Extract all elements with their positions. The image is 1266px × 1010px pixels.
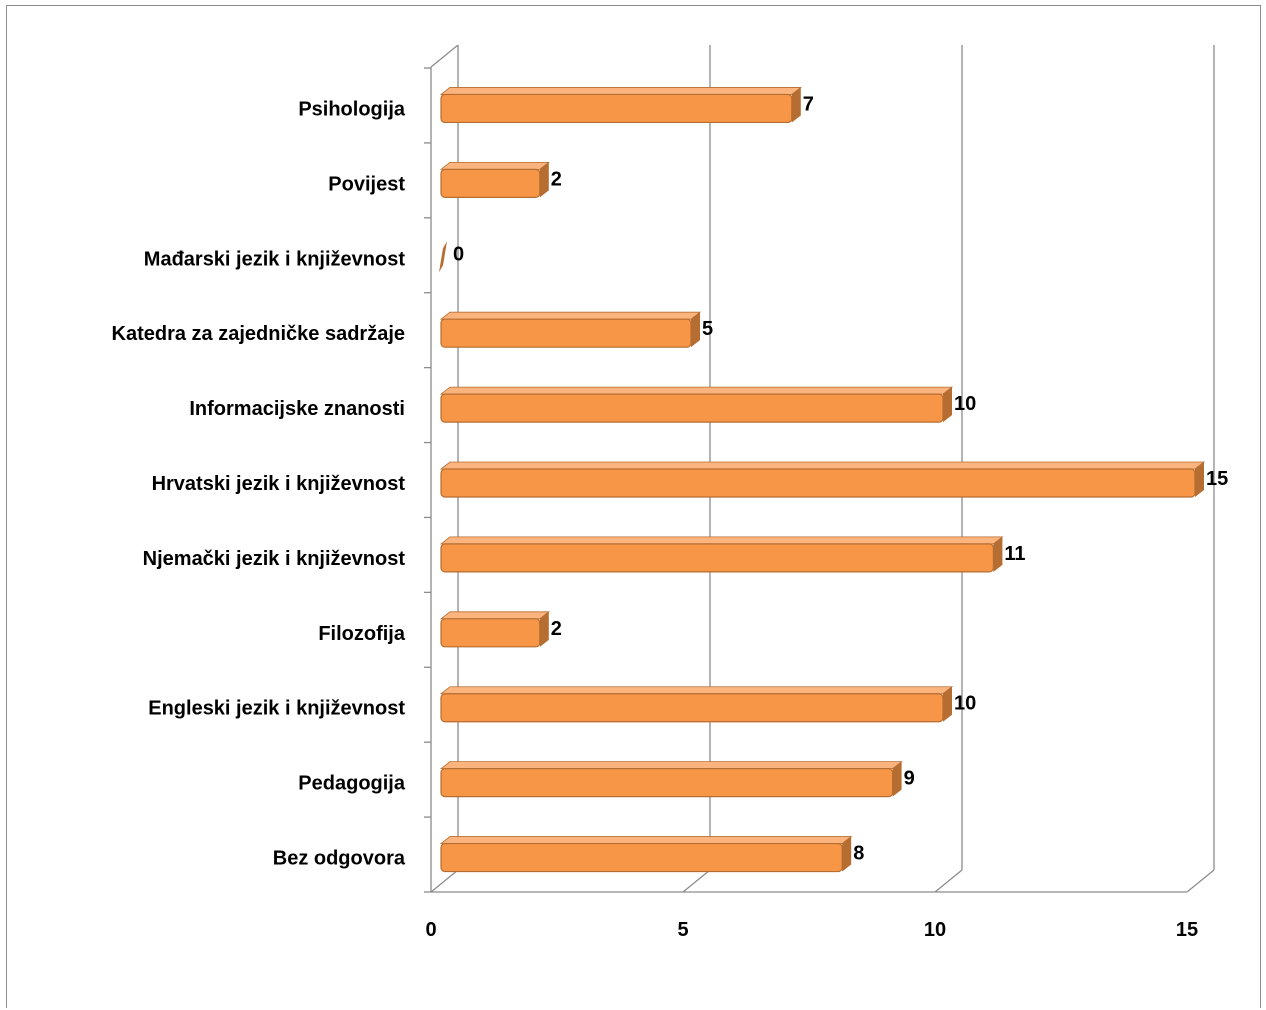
category-label: Psihologija	[298, 98, 406, 120]
bar-side-face	[842, 836, 852, 872]
bar-top-face	[439, 761, 903, 770]
bar-side-face	[892, 761, 902, 797]
bar-group	[439, 461, 1206, 498]
category-label: Katedra za zajedničke sadržaje	[112, 323, 405, 345]
category-label: Hrvatski jezik i književnost	[152, 473, 406, 495]
category-label: Informacijske znanosti	[189, 398, 405, 420]
left-wall-top-edge	[430, 44, 459, 68]
bar-top-face	[439, 536, 1004, 545]
bar-top-face	[439, 686, 954, 695]
bar-side-face	[943, 686, 952, 722]
category-label: Filozofija	[318, 623, 406, 645]
category-label: Povijest	[328, 173, 405, 195]
bar	[440, 468, 1196, 498]
bar-group	[439, 611, 550, 648]
floor-diagonal-5	[682, 869, 711, 893]
bar-side-face	[791, 87, 801, 123]
bar-side-face	[539, 611, 549, 647]
bar-top-face	[439, 611, 550, 620]
data-label: 8	[853, 843, 864, 865]
bar-group	[439, 161, 550, 198]
bar	[440, 93, 793, 124]
floor-diagonal-0	[430, 869, 459, 893]
bar	[440, 168, 541, 198]
x-tick-label: 0	[425, 919, 436, 941]
bar	[440, 768, 894, 798]
bar	[440, 618, 541, 648]
bar	[440, 693, 944, 723]
category-label: Pedagogija	[298, 773, 406, 795]
bar-side-face	[943, 387, 952, 423]
bar	[440, 842, 843, 873]
bar-group	[439, 241, 447, 273]
data-label: 11	[1004, 543, 1025, 565]
category-label: Bez odgovora	[273, 848, 406, 870]
bar-side-face	[993, 536, 1003, 572]
bar-group	[439, 686, 954, 723]
data-label: 0	[453, 243, 464, 265]
data-label: 2	[551, 618, 562, 640]
x-tick-label: 5	[677, 919, 688, 941]
bar	[439, 241, 447, 273]
bar-group	[439, 836, 853, 873]
bar-side-face	[691, 312, 700, 348]
bar	[440, 543, 995, 573]
data-label: 5	[702, 318, 713, 340]
floor-diagonal-10	[934, 869, 963, 893]
bar-top-face	[439, 161, 550, 170]
floor-diagonal-15	[1186, 869, 1215, 893]
x-tick-label: 15	[1176, 919, 1198, 941]
category-label: Njemački jezik i književnost	[143, 548, 406, 570]
bar-top-face	[439, 87, 802, 95]
bar-group	[439, 311, 702, 348]
data-label: 2	[551, 168, 562, 190]
bar-top-face	[439, 461, 1206, 470]
bar-top-face	[439, 386, 954, 395]
data-label: 9	[904, 768, 915, 790]
bar-side-face	[539, 162, 549, 198]
bar-side-face	[1195, 462, 1204, 497]
bar-top-face	[439, 311, 702, 320]
bar-group	[439, 761, 903, 798]
bar	[440, 393, 944, 423]
category-label: Engleski jezik i književnost	[148, 698, 405, 720]
bar-group	[439, 386, 954, 423]
bar-group	[439, 87, 802, 124]
data-label: 7	[803, 93, 814, 115]
category-label: Mađarski jezik i književnost	[144, 248, 406, 270]
data-label: 15	[1206, 468, 1228, 490]
bar	[440, 318, 692, 348]
bar-group	[439, 536, 1004, 573]
bar-top-face	[439, 836, 853, 844]
x-tick-label: 10	[924, 919, 946, 941]
data-label: 10	[954, 693, 976, 715]
data-label: 10	[954, 393, 976, 415]
